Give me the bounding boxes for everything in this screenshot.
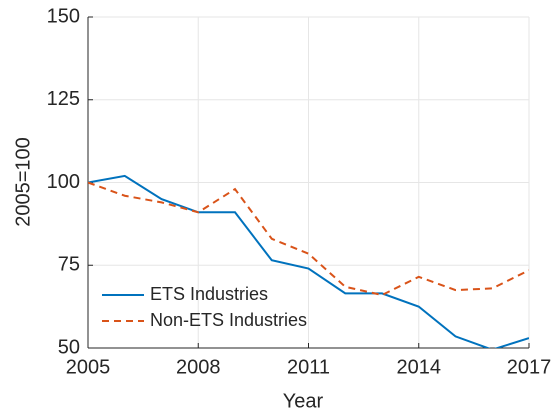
legend-label: ETS Industries (150, 284, 268, 304)
series-line (88, 181, 529, 297)
series-line (88, 174, 529, 348)
x-axis-label: Year (283, 390, 324, 412)
x-tick-label: 2011 (287, 356, 330, 378)
x-tick-label: 2005 (66, 356, 111, 378)
x-tick-label: 2014 (397, 356, 442, 378)
y-tick-label: 100 (47, 171, 80, 193)
y-tick-label: 150 (47, 5, 80, 27)
y-tick-label: 75 (58, 254, 80, 276)
plot-area (88, 174, 529, 348)
y-tick-label: 50 (58, 336, 80, 358)
x-tick-label: 2017 (507, 356, 552, 378)
y-tick-label: 125 (47, 88, 80, 110)
y-axis-label: 2005=100 (12, 137, 34, 227)
legend-label: Non-ETS Industries (150, 310, 307, 330)
x-tick-label: 2008 (176, 356, 221, 378)
